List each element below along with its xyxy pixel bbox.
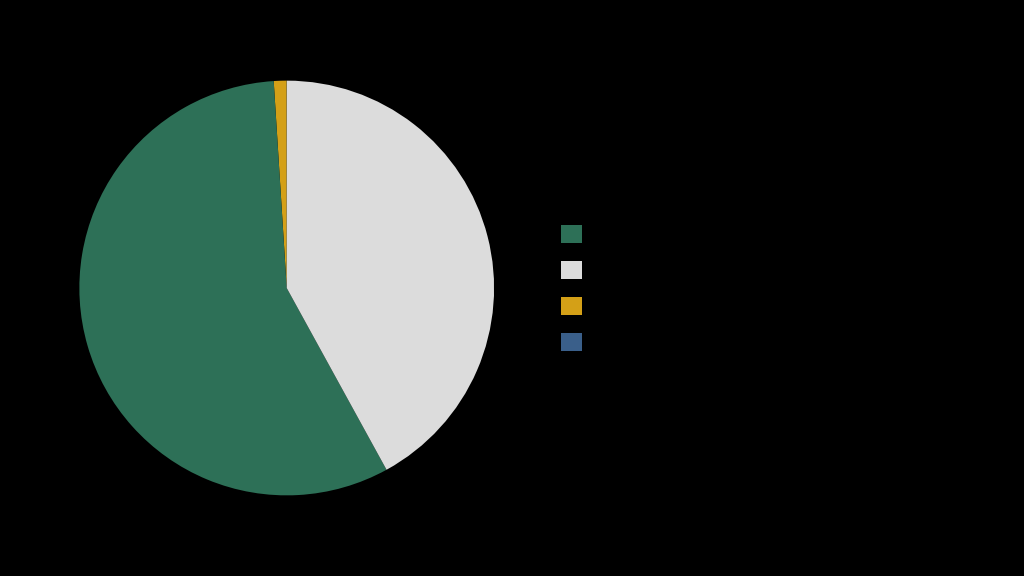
Wedge shape xyxy=(287,81,494,470)
Legend: Man, Woman, Prefer not to say, Non binary: Man, Woman, Prefer not to say, Non binar… xyxy=(560,225,721,351)
Wedge shape xyxy=(273,81,287,288)
Wedge shape xyxy=(80,81,386,495)
